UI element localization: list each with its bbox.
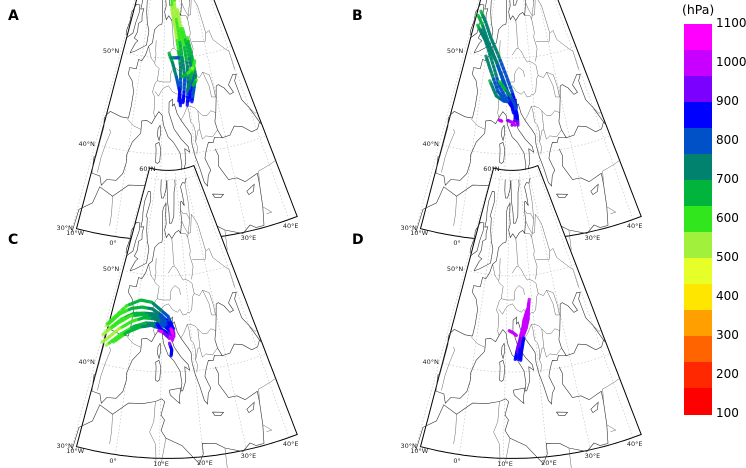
graticule-label: 0° <box>109 457 116 465</box>
trajectory-segment <box>171 329 172 331</box>
colorbar-tick-label: 900 <box>716 94 739 108</box>
trajectory-segment <box>171 324 172 326</box>
graticule-label: 40°E <box>283 440 299 448</box>
colorbar-swatch <box>684 180 712 207</box>
graticule-label: 50°N <box>447 47 463 55</box>
graticule-label: 50°N <box>447 265 463 273</box>
graticule-label: 40°E <box>627 440 643 448</box>
map-svg-d <box>344 218 680 423</box>
colorbar-swatch <box>684 24 712 51</box>
colorbar-swatch <box>684 102 712 129</box>
graticule-label: 10°W <box>410 447 428 455</box>
panel-label-b: B <box>352 8 363 24</box>
graticule-label: 10°W <box>66 447 84 455</box>
colorbar-tick-label: 300 <box>716 328 739 342</box>
colorbar-tick-label: 1000 <box>716 55 746 69</box>
panel-label-d: D <box>352 232 364 248</box>
graticule-label: 10°E <box>497 460 513 468</box>
graticule-label: 40°N <box>78 358 94 366</box>
graticule-label: 0° <box>453 457 460 465</box>
trajectory-segment <box>187 89 188 91</box>
colorbar-swatch <box>684 362 712 389</box>
colorbar-swatch <box>684 128 712 155</box>
graticule-label: 20°E <box>541 459 557 467</box>
panel-label-a: A <box>8 8 19 24</box>
graticule-label: 40°N <box>422 140 438 148</box>
colorbar-swatch <box>684 232 712 259</box>
colorbar-swatch <box>684 310 712 337</box>
colorbar-swatch <box>684 336 712 363</box>
graticule-label: 40°N <box>422 358 438 366</box>
colorbar-unit: (hPa) <box>682 2 714 17</box>
panel-label-c: C <box>8 232 18 248</box>
graticule-label: 50°N <box>103 47 119 55</box>
colorbar-swatch <box>684 284 712 311</box>
colorbar-tick-label: 800 <box>716 133 739 147</box>
graticule-label: 20°E <box>197 459 213 467</box>
colorbar-swatch <box>684 388 712 415</box>
graticule-label: 40°N <box>78 140 94 148</box>
pressure-colorbar <box>684 24 712 414</box>
graticule-label: 60°N <box>483 165 499 173</box>
graticule-label: 30°E <box>585 452 601 460</box>
trajectory-segment <box>193 84 194 85</box>
graticule-label: 10°E <box>153 460 169 468</box>
graticule-label: 50°N <box>103 265 119 273</box>
colorbar-swatch <box>684 76 712 103</box>
trajectory-segment <box>514 125 515 126</box>
colorbar-swatch <box>684 258 712 285</box>
colorbar-tick-label: 700 <box>716 172 739 186</box>
graticule-label: 60°N <box>139 165 155 173</box>
graticule-label: 30°E <box>241 452 257 460</box>
colorbar-swatch <box>684 154 712 181</box>
colorbar-tick-label: 1100 <box>716 16 746 30</box>
map-svg-c <box>0 218 336 423</box>
trajectory-segment <box>516 335 517 336</box>
trajectory-segment <box>182 76 183 77</box>
colorbar-tick-label: 400 <box>716 289 739 303</box>
colorbar-swatch <box>684 50 712 77</box>
colorbar-tick-label: 100 <box>716 406 739 420</box>
colorbar-tick-label: 500 <box>716 250 739 264</box>
colorbar-tick-label: 200 <box>716 367 739 381</box>
colorbar-tick-label: 600 <box>716 211 739 225</box>
colorbar-swatch <box>684 206 712 233</box>
